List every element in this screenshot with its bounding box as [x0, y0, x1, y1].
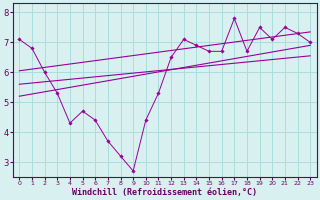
X-axis label: Windchill (Refroidissement éolien,°C): Windchill (Refroidissement éolien,°C)	[72, 188, 257, 197]
